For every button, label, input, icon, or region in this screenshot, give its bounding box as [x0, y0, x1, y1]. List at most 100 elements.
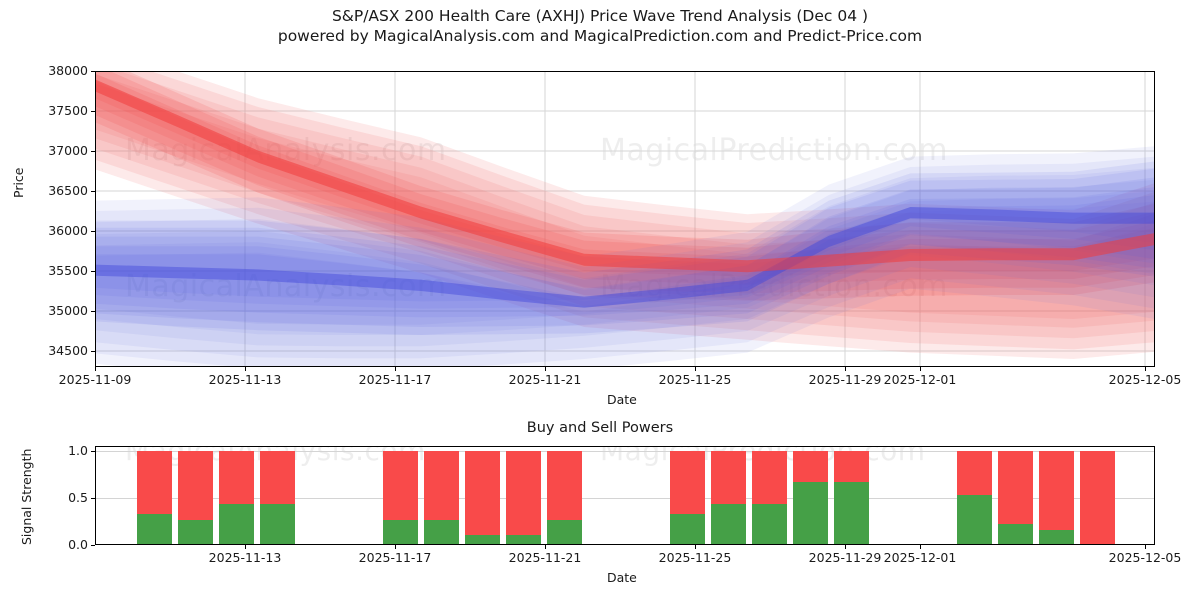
- price-y-tickmark: [91, 271, 95, 272]
- page-title: S&P/ASX 200 Health Care (AXHJ) Price Wav…: [331, 7, 869, 25]
- buy-power-segment: [998, 524, 1033, 545]
- price-x-axis-label: Date: [607, 392, 637, 407]
- buy-power-segment: [711, 503, 746, 545]
- buy-power-segment: [219, 503, 254, 545]
- buy-power-segment: [752, 503, 787, 545]
- signal-x-tick-label: 2025-11-25: [658, 550, 732, 565]
- price-wave-plot[interactable]: MagicalAnalysis.com MagicalPrediction.co…: [95, 71, 1155, 367]
- signal-x-tickmark: [395, 545, 396, 549]
- price-y-tick-label: 35000: [48, 303, 88, 318]
- buy-power-segment: [670, 513, 705, 545]
- signal-y-tick-label: 1.0: [68, 442, 88, 458]
- price-band-svg: [95, 71, 1155, 367]
- buy-power-segment: [260, 503, 295, 545]
- page-subtitle: powered by MagicalAnalysis.com and Magic…: [277, 27, 923, 45]
- signal-y-tickmark: [91, 450, 95, 452]
- price-x-tickmark: [95, 367, 96, 371]
- signal-bar[interactable]: [752, 450, 787, 545]
- price-y-tick-label: 37000: [48, 143, 88, 158]
- price-y-tickmark: [91, 351, 95, 352]
- watermark-left-bottom: MagicalAnalysis.com: [125, 269, 447, 304]
- signal-bar[interactable]: [465, 450, 500, 545]
- signal-gridline: [95, 497, 1155, 499]
- price-y-tick-label: 34500: [48, 343, 88, 358]
- signal-x-tickmark: [245, 545, 246, 549]
- signal-bar[interactable]: [1039, 450, 1074, 545]
- buy-power-segment: [793, 481, 828, 545]
- price-x-tickmark: [545, 367, 546, 371]
- signal-bar[interactable]: [793, 450, 828, 545]
- signal-gridline: [95, 450, 1155, 452]
- buy-sell-powers-plot[interactable]: MagicalAnalysis.com MagicalPrediction.co…: [95, 446, 1155, 545]
- signal-bar[interactable]: [957, 450, 992, 545]
- signal-x-tick-label: 2025-11-17: [358, 550, 432, 565]
- signal-y-axis-label: Signal Strength: [19, 448, 34, 545]
- signal-bar[interactable]: [219, 450, 254, 545]
- price-x-tickmark: [845, 367, 846, 371]
- buy-power-segment: [424, 519, 459, 545]
- price-x-tick-label: 2025-11-09: [58, 372, 132, 387]
- signal-bar[interactable]: [998, 450, 1033, 545]
- buy-power-segment: [547, 519, 582, 545]
- price-x-tickmark: [920, 367, 921, 371]
- price-x-tick-label: 2025-11-13: [208, 372, 282, 387]
- signal-bar[interactable]: [670, 450, 705, 545]
- price-y-tick-label: 36500: [48, 183, 88, 198]
- signal-x-tick-label: 2025-12-01: [883, 550, 957, 565]
- buy-power-segment: [465, 534, 500, 545]
- price-y-tick-label: 35500: [48, 263, 88, 278]
- price-y-tickmark: [91, 191, 95, 192]
- sell-power-segment: [465, 450, 500, 545]
- signal-x-axis-label: Date: [607, 570, 637, 585]
- price-x-tick-label: 2025-12-01: [883, 372, 957, 387]
- buy-power-segment: [383, 519, 418, 545]
- signal-bar[interactable]: [1080, 450, 1115, 545]
- price-x-tick-label: 2025-11-21: [508, 372, 582, 387]
- sell-power-segment: [1080, 450, 1115, 545]
- sell-power-segment: [1039, 450, 1074, 545]
- signal-y-tickmark: [91, 497, 95, 499]
- buy-power-segment: [506, 534, 541, 545]
- signal-bar[interactable]: [547, 450, 582, 545]
- signal-x-tick-label: 2025-11-29: [808, 550, 882, 565]
- price-x-tickmark: [695, 367, 696, 371]
- signal-y-tick-label: 0.0: [68, 537, 88, 552]
- price-y-tickmark: [91, 231, 95, 232]
- buy-power-segment: [1039, 529, 1074, 545]
- price-y-axis-label: Price: [11, 167, 26, 199]
- signal-x-tickmark: [695, 545, 696, 549]
- buy-power-segment: [178, 519, 213, 545]
- price-y-tickmark: [91, 71, 95, 72]
- signal-bar[interactable]: [506, 450, 541, 545]
- signal-x-tickmark: [845, 545, 846, 549]
- price-y-tickmark: [91, 311, 95, 312]
- price-x-tick-label: 2025-12-05: [1108, 372, 1182, 387]
- signal-bar[interactable]: [383, 450, 418, 545]
- price-x-tick-label: 2025-11-29: [808, 372, 882, 387]
- signal-bar[interactable]: [260, 450, 295, 545]
- buy-power-segment: [137, 513, 172, 545]
- watermark-right-bottom: MagicalPrediction.com: [600, 269, 948, 304]
- price-x-tick-label: 2025-11-17: [358, 372, 432, 387]
- buy-power-segment: [957, 495, 992, 545]
- signal-bar[interactable]: [178, 450, 213, 545]
- signal-x-tickmark: [920, 545, 921, 549]
- signal-x-tick-label: 2025-11-13: [208, 550, 282, 565]
- price-y-tick-label: 37500: [48, 103, 88, 118]
- price-y-tickmark: [91, 151, 95, 152]
- price-x-tickmark: [245, 367, 246, 371]
- signal-x-tickmark: [1145, 545, 1146, 549]
- signal-bar[interactable]: [424, 450, 459, 545]
- signal-bar[interactable]: [711, 450, 746, 545]
- signal-bar[interactable]: [834, 450, 869, 545]
- signal-y-tick-label: 0.5: [68, 489, 88, 505]
- signal-bar[interactable]: [137, 450, 172, 545]
- signal-x-tick-label: 2025-12-05: [1108, 550, 1182, 565]
- price-y-tick-label: 38000: [48, 63, 88, 78]
- buy-power-segment: [834, 481, 869, 545]
- signal-chart-title: Buy and Sell Powers: [526, 420, 674, 436]
- chart-title-block: S&P/ASX 200 Health Care (AXHJ) Price Wav…: [0, 6, 1200, 46]
- signal-x-tickmark: [545, 545, 546, 549]
- signal-x-tick-label: 2025-11-21: [508, 550, 582, 565]
